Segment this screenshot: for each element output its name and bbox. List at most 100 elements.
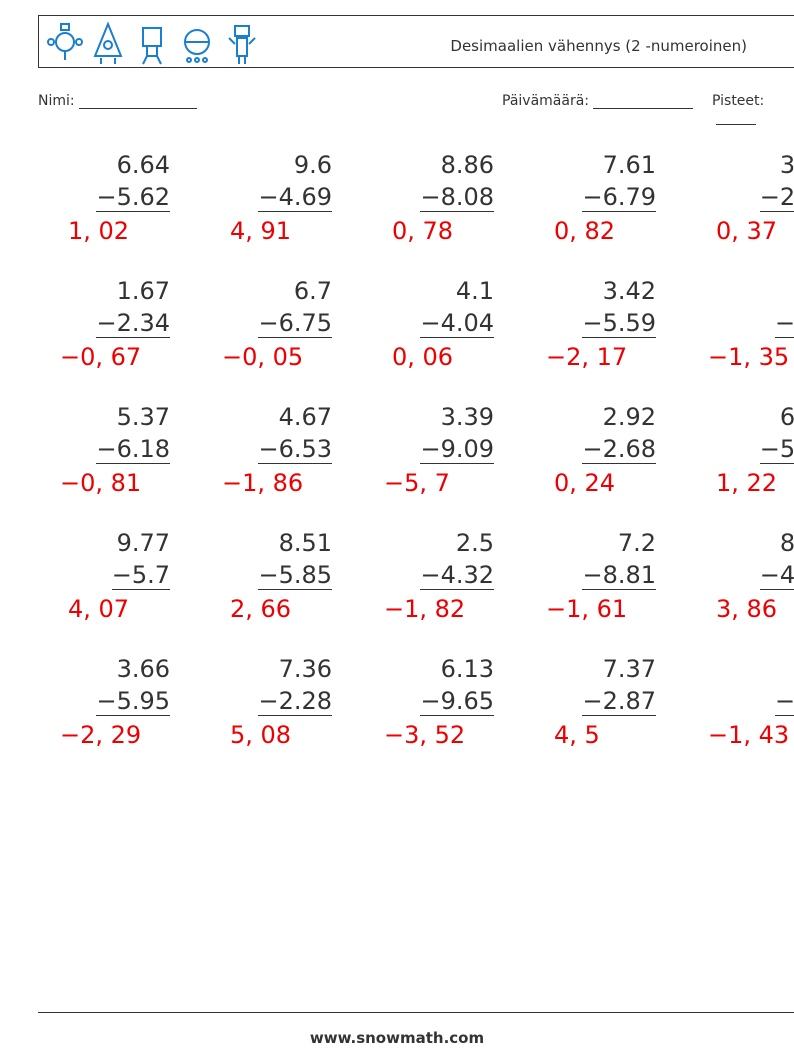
subtrahend: −7. <box>668 686 794 716</box>
date-field: Päivämäärä: <box>502 93 693 109</box>
subtrahend-text: −4.32 <box>420 561 494 590</box>
minuend: 2.5 <box>455 529 494 557</box>
answer: 1, 02 <box>68 217 130 245</box>
subtrahend: −9.09 <box>344 434 494 464</box>
answer: −1, 43 <box>708 721 790 749</box>
footer: www.snowmath.com <box>309 1029 485 1047</box>
minuend: 2. <box>668 276 794 306</box>
answer: −1, 35 <box>708 343 790 371</box>
subtrahend: −9.65 <box>344 686 494 716</box>
answer: 0, 37 <box>716 217 778 245</box>
subtrahend: −5.5 <box>668 434 794 464</box>
robot-icons <box>47 21 256 65</box>
footer-line <box>38 1012 794 1013</box>
subtrahend-text: −2.87 <box>582 687 656 716</box>
minuend: 8.3 <box>779 529 794 557</box>
minuend: 1.67 <box>116 277 170 305</box>
answer: −0, 05 <box>222 343 304 371</box>
answer: −5, 7 <box>384 469 450 497</box>
minuend: 8.86 <box>440 151 494 179</box>
minuend: 3.2 <box>779 151 794 179</box>
answer: 0, 82 <box>554 217 616 245</box>
minuend: 9.77 <box>116 529 170 557</box>
subtrahend-text: −6.18 <box>96 435 170 464</box>
minuend: 6.64 <box>116 151 170 179</box>
subtrahend: −2.34 <box>20 308 170 338</box>
subtrahend-text: −6.53 <box>258 435 332 464</box>
minuend: 3.42 <box>602 277 656 305</box>
minuend: 6.13 <box>440 655 494 683</box>
subtrahend-text: −4.04 <box>420 309 494 338</box>
score-label: Pisteet: <box>712 93 765 109</box>
subtrahend-text: −6.75 <box>258 309 332 338</box>
answer: 0, 06 <box>392 343 454 371</box>
subtrahend-text: −4.4 <box>759 561 794 590</box>
subtrahend: −5.7 <box>20 560 170 590</box>
subtrahend-text: −2.28 <box>258 687 332 716</box>
minuend: 3.39 <box>440 403 494 431</box>
subtrahend-text: −2.68 <box>582 435 656 464</box>
answer: −1, 61 <box>546 595 628 623</box>
subtrahend-text: −4.69 <box>258 183 332 212</box>
subtrahend: −2.28 <box>182 686 332 716</box>
answer: 4, 91 <box>230 217 292 245</box>
subtrahend: −2.8 <box>668 182 794 212</box>
subtrahend-text: −5.95 <box>96 687 170 716</box>
answer: 5, 08 <box>230 721 292 749</box>
subtrahend: −4.69 <box>182 182 332 212</box>
subtrahend-text: −9.65 <box>420 687 494 716</box>
subtrahend-text: −9.09 <box>420 435 494 464</box>
subtrahend: −4.32 <box>344 560 494 590</box>
subtrahend: −8.08 <box>344 182 494 212</box>
subtrahend-text: −2.34 <box>96 309 170 338</box>
answer: −1, 82 <box>384 595 466 623</box>
minuend: 7.36 <box>278 655 332 683</box>
subtrahend-text: −7. <box>774 687 794 716</box>
subtrahend-text: −5.5 <box>759 435 794 464</box>
title: Desimaalien vähennys (2 -numeroinen) <box>450 37 747 55</box>
minuend: 6. <box>668 654 794 684</box>
name-label: Nimi: <box>38 93 75 109</box>
subtrahend: −5.62 <box>20 182 170 212</box>
minuend: 7.61 <box>602 151 656 179</box>
answer: 4, 07 <box>68 595 130 623</box>
date-label: Päivämäärä: <box>502 93 589 109</box>
name-field: Nimi: <box>38 93 197 109</box>
subtrahend-text: −6.79 <box>582 183 656 212</box>
minuend: 8.51 <box>278 529 332 557</box>
subtrahend: −2.87 <box>506 686 656 716</box>
subtrahend: −3. <box>668 308 794 338</box>
subtrahend: −2.68 <box>506 434 656 464</box>
subtrahend: −4.4 <box>668 560 794 590</box>
answer: −0, 67 <box>60 343 142 371</box>
header-box <box>38 15 794 68</box>
subtrahend-text: −3. <box>774 309 794 338</box>
subtrahend-text: −5.85 <box>258 561 332 590</box>
minuend: 4.1 <box>455 277 494 305</box>
score-field: Pisteet: <box>712 93 794 125</box>
subtrahend: −8.81 <box>506 560 656 590</box>
subtrahend-text: −8.81 <box>582 561 656 590</box>
subtrahend: −6.75 <box>182 308 332 338</box>
answer: 3, 86 <box>716 595 778 623</box>
answer: 4, 5 <box>554 721 600 749</box>
subtrahend: −6.18 <box>20 434 170 464</box>
answer: 0, 78 <box>392 217 454 245</box>
minuend: 7.37 <box>602 655 656 683</box>
answer: −1, 86 <box>222 469 304 497</box>
subtrahend: −5.85 <box>182 560 332 590</box>
answer: 1, 22 <box>716 469 778 497</box>
subtrahend: −6.79 <box>506 182 656 212</box>
answer: −0, 81 <box>60 469 142 497</box>
subtrahend: −6.53 <box>182 434 332 464</box>
minuend: 6.7 <box>293 277 332 305</box>
subtrahend: −5.95 <box>20 686 170 716</box>
minuend: 9.6 <box>293 151 332 179</box>
subtrahend-text: −5.59 <box>582 309 656 338</box>
answer: −2, 17 <box>546 343 628 371</box>
subtrahend: −4.04 <box>344 308 494 338</box>
minuend: 3.66 <box>116 655 170 683</box>
minuend: 7.2 <box>617 529 656 557</box>
subtrahend-text: −2.8 <box>759 183 794 212</box>
